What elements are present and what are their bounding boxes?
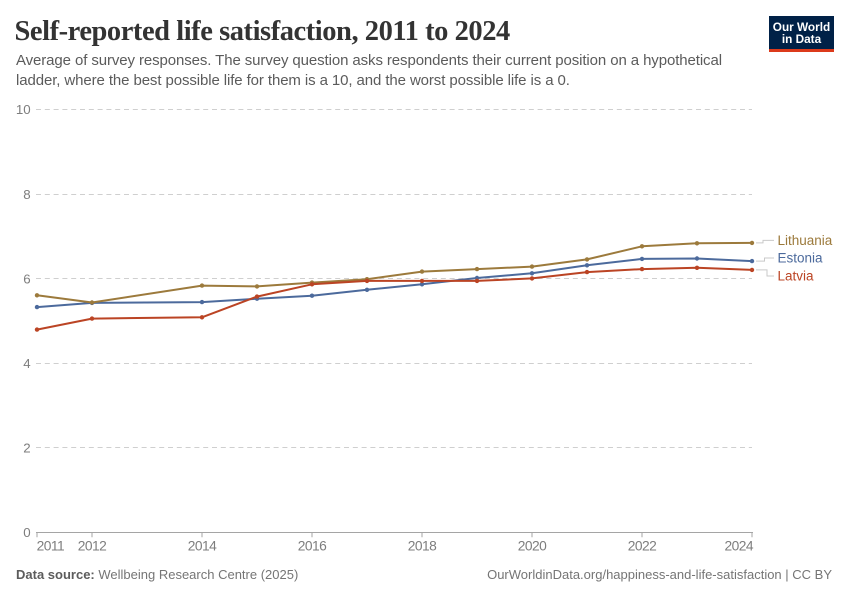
svg-text:6: 6 <box>23 271 30 286</box>
svg-text:Estonia: Estonia <box>778 250 824 265</box>
svg-text:8: 8 <box>23 187 30 202</box>
svg-text:2012: 2012 <box>78 539 107 554</box>
svg-text:2022: 2022 <box>628 539 657 554</box>
svg-text:2020: 2020 <box>518 539 547 554</box>
svg-text:2014: 2014 <box>188 539 217 554</box>
svg-text:Latvia: Latvia <box>778 269 815 284</box>
svg-text:2018: 2018 <box>408 539 437 554</box>
svg-text:10: 10 <box>16 102 31 117</box>
svg-text:2024: 2024 <box>725 539 754 554</box>
svg-text:0: 0 <box>23 525 30 540</box>
svg-text:2016: 2016 <box>298 539 327 554</box>
svg-text:2011: 2011 <box>37 539 64 554</box>
svg-text:4: 4 <box>23 356 30 371</box>
svg-text:Lithuania: Lithuania <box>778 233 833 248</box>
svg-text:2: 2 <box>23 440 30 455</box>
